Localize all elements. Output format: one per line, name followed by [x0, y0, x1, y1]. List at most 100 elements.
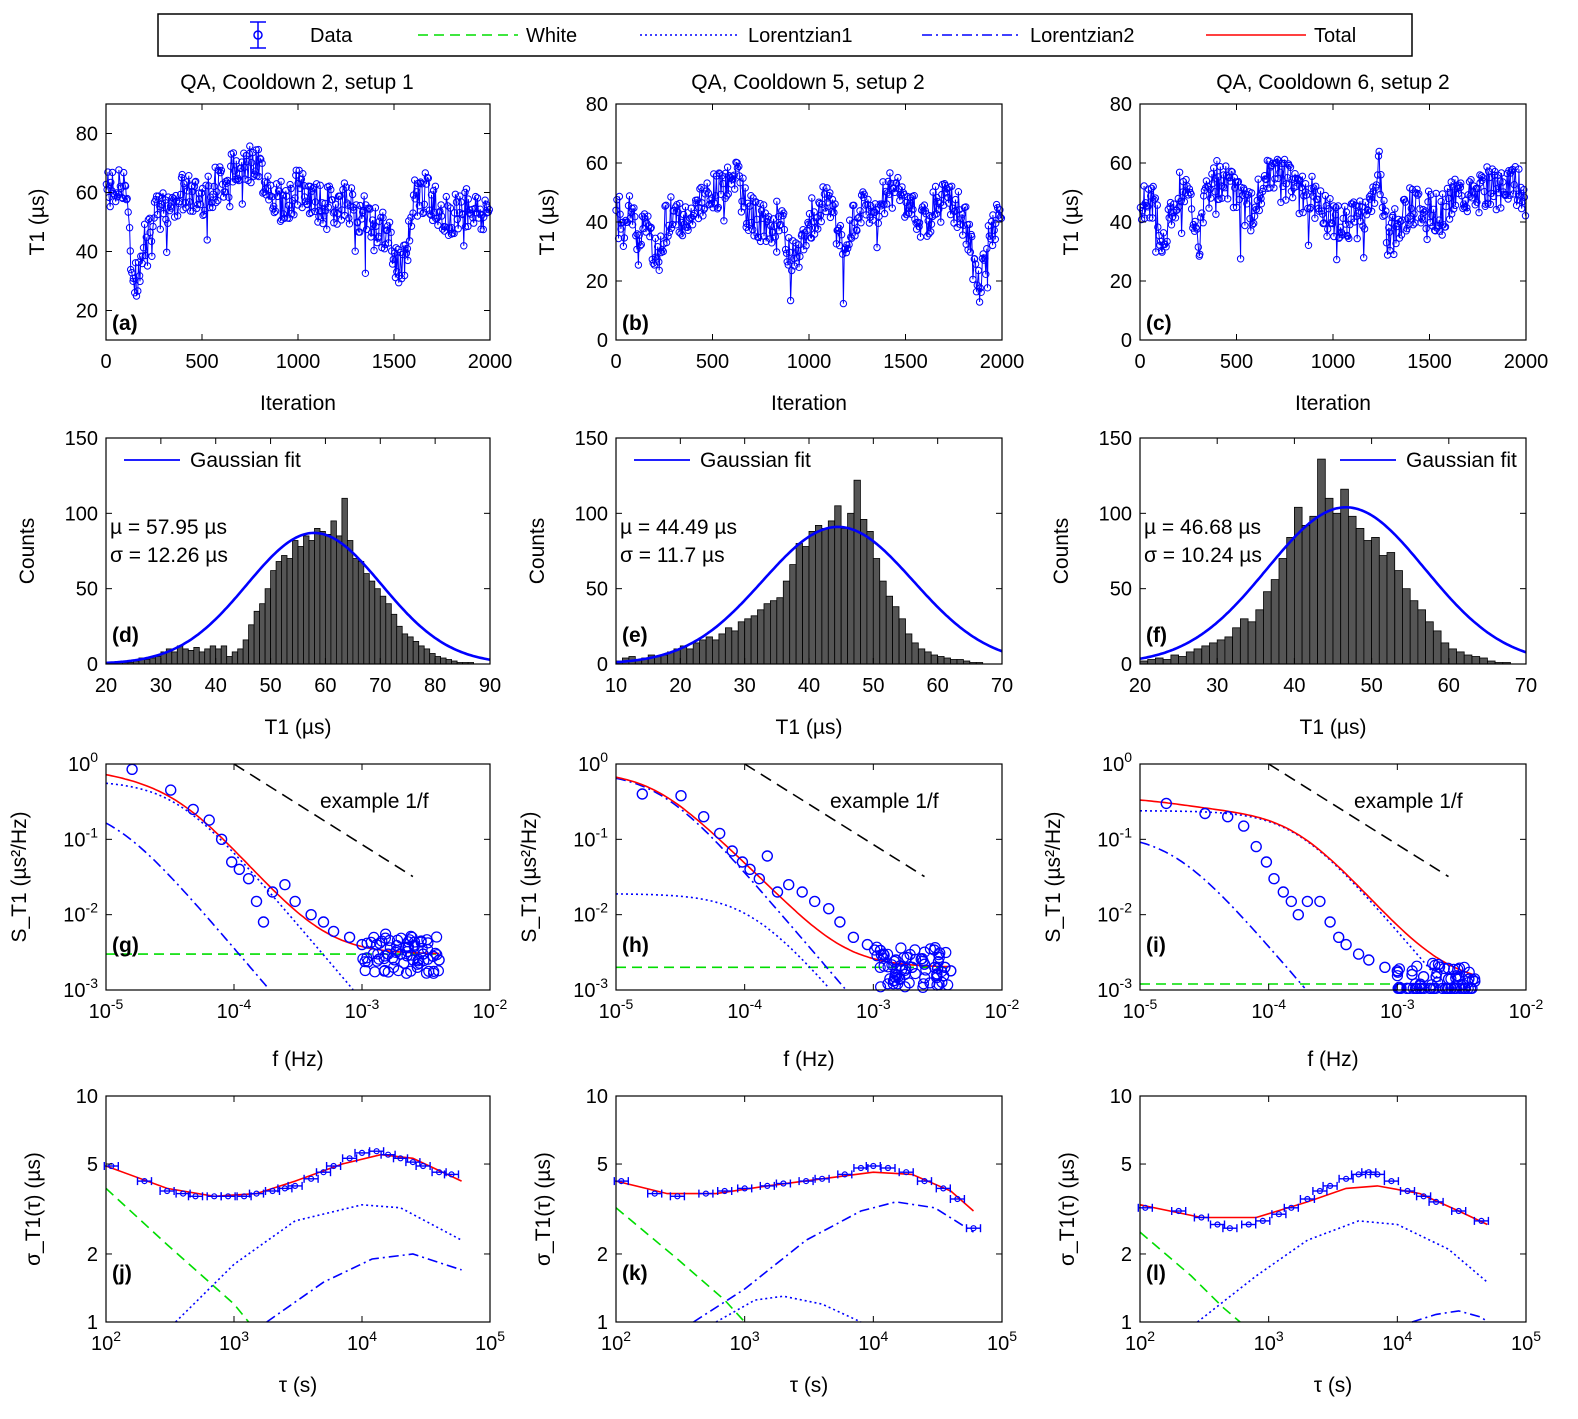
data-point-a-404 — [471, 192, 480, 201]
data-point-b-8 — [619, 242, 628, 251]
psd-point-dense-h-49 — [934, 947, 946, 959]
x-tick-label-e-4: 50 — [862, 675, 884, 697]
data-point-a-275 — [353, 219, 362, 227]
data-point-b-353 — [937, 218, 945, 226]
hist-bar-f-36 — [1417, 609, 1427, 665]
data-point-c-258 — [1374, 171, 1382, 179]
hist-bar-d-54 — [401, 633, 409, 665]
data-point-a-88 — [183, 178, 191, 186]
psd-point-dense-g-3 — [371, 955, 383, 967]
hist-bar-d-20 — [215, 648, 222, 665]
data-point-b-146 — [747, 192, 755, 200]
data-point-c-261 — [1376, 190, 1384, 199]
data-point-b-21 — [632, 232, 640, 240]
data-point-b-362 — [945, 199, 953, 207]
data-point-a-199 — [284, 201, 293, 210]
data-point-a-289 — [367, 233, 375, 241]
hist-bar-e-11 — [686, 648, 694, 665]
hist-bar-e-49 — [930, 654, 939, 665]
data-point-c-250 — [1366, 195, 1374, 203]
data-point-b-138 — [739, 174, 747, 182]
data-point-a-2 — [104, 168, 112, 176]
psd-point-dense-i-15 — [1411, 960, 1423, 972]
hist-bar-d-38 — [314, 528, 321, 665]
hist-bar-e-13 — [699, 639, 707, 665]
x-tick-label-a-3: 1500 — [372, 351, 417, 373]
y-tick-label-j-0: 1 — [87, 1312, 98, 1334]
y-tick-label-d-0: 0 — [87, 654, 98, 676]
data-point-a-168 — [256, 154, 264, 163]
x-tick-label-d-2: 40 — [205, 675, 227, 697]
adev-lorentzian1-k — [715, 1295, 862, 1323]
x-tick-label-b-2: 1000 — [787, 351, 832, 373]
x-axis-label-f: T1 (µs) — [1300, 716, 1367, 739]
data-point-a-412 — [479, 225, 487, 234]
x-axis-label-c: Iteration — [1295, 392, 1371, 415]
data-point-a-126 — [217, 166, 226, 175]
psd-point-dense-h-24 — [881, 948, 894, 960]
psd-point-dense-i-58 — [1447, 963, 1460, 975]
data-point-c-193 — [1314, 195, 1322, 204]
data-point-a-195 — [280, 214, 289, 223]
data-point-a-311 — [387, 228, 395, 237]
x-tick-label-b-0: 0 — [610, 351, 621, 373]
data-point-c-284 — [1397, 231, 1406, 239]
data-point-a-394 — [462, 185, 471, 193]
data-point-a-186 — [272, 180, 281, 188]
hist-bar-d-59 — [429, 653, 436, 665]
data-point-a-20 — [121, 181, 129, 190]
data-point-a-142 — [232, 157, 241, 165]
data-point-c-75 — [1205, 204, 1213, 212]
x-tick-label-h-0: 10-5 — [599, 996, 634, 1023]
data-point-c-237 — [1354, 209, 1362, 217]
psd-point-dense-h-27 — [901, 951, 913, 964]
psd-point-dense-h-64 — [899, 981, 911, 993]
data-point-a-302 — [379, 208, 387, 217]
data-point-a-17 — [118, 193, 126, 202]
y-tick-label-d-1: 50 — [76, 579, 98, 601]
data-point-a-273 — [352, 201, 360, 209]
x-axis-label-g: f (Hz) — [272, 1048, 323, 1071]
data-point-a-353 — [425, 206, 434, 214]
psd-point-dense-g-69 — [386, 952, 399, 964]
y-tick-label-j-3: 10 — [76, 1086, 98, 1108]
data-point-b-227 — [821, 204, 829, 212]
y-axis-label-f: Counts — [1050, 518, 1073, 585]
psd-point-g-16 — [343, 931, 356, 943]
data-point-c-113 — [1240, 186, 1248, 194]
data-point-b-298 — [886, 169, 894, 177]
hist-bar-e-19 — [737, 621, 746, 665]
legend-label-lorentzian2: Lorentzian2 — [1030, 25, 1135, 47]
data-point-a-303 — [379, 214, 387, 222]
hist-bar-e-50 — [937, 656, 945, 665]
panel-label-f: (f) — [1146, 624, 1167, 647]
psd-point-dense-h-48 — [887, 975, 900, 987]
data-point-b-131 — [733, 159, 741, 167]
data-point-c-107 — [1234, 177, 1243, 186]
adev-lorentzian2-l — [1411, 1310, 1488, 1323]
data-point-a-151 — [240, 163, 248, 172]
adev-point-k-5 — [741, 1185, 748, 1192]
data-point-b-250 — [842, 248, 850, 257]
hist-bar-d-19 — [209, 645, 217, 665]
data-point-a-122 — [214, 196, 222, 205]
psd-point-i-9 — [1292, 909, 1305, 921]
data-point-a-23 — [123, 194, 131, 203]
adev-point-j-18 — [385, 1151, 392, 1158]
psd-point-dense-h-3 — [932, 955, 945, 968]
data-point-a-399 — [467, 210, 475, 218]
data-point-b-105 — [709, 204, 717, 212]
data-point-c-206 — [1326, 195, 1334, 203]
gaussian-fit-f — [1139, 506, 1527, 660]
adev-point-l-2 — [1198, 1214, 1205, 1221]
hist-bar-d-7 — [143, 659, 151, 665]
data-point-b-129 — [731, 185, 739, 193]
data-point-a-103 — [196, 200, 205, 209]
y-tick-label-c-1: 20 — [1110, 271, 1132, 293]
column-title-2: QA, Cooldown 5, setup 2 — [691, 71, 924, 94]
adev-point-j-19 — [397, 1155, 404, 1162]
x-tick-label-j-2: 104 — [347, 1328, 377, 1355]
data-point-b-292 — [880, 209, 889, 218]
data-point-c-62 — [1193, 225, 1201, 233]
data-point-b-155 — [754, 233, 763, 242]
